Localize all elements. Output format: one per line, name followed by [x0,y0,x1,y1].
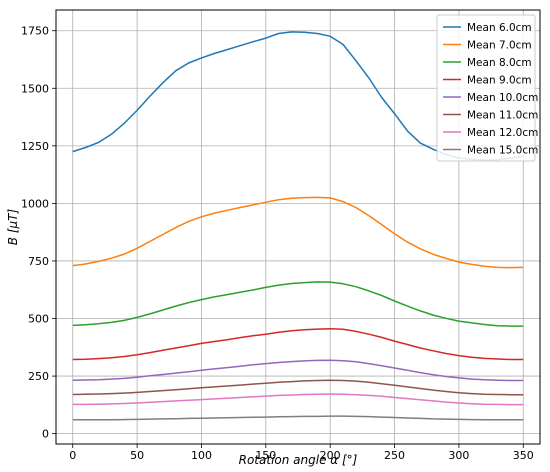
y-tick-label: 250 [28,370,49,383]
legend-box [436,14,536,162]
legend: Mean 6.0cm Mean 7.0cm Mean 8.0cm Mean 9.0cm… [436,14,538,162]
legend-label: Mean 6.0cm [467,22,532,34]
y-tick-label: 0 [42,428,49,441]
x-tick-label: 0 [69,449,76,462]
legend-label: Mean 12.0cm [467,127,538,139]
series-line-mean-7-0cm [72,196,524,269]
legend-label: Mean 9.0cm [467,75,532,87]
x-tick-label: 350 [513,449,534,462]
y-tick-label: 1250 [21,140,49,153]
legend-label: Mean 8.0cm [467,57,532,69]
x-axis-label: Rotation angle α [°] [239,453,358,467]
series-line-mean-15-0cm [72,415,524,421]
y-axis-label: B [μT] [6,208,20,245]
plot-frame [55,9,541,445]
y-tick-label: 1000 [21,197,49,210]
x-tick-label: 50 [130,449,144,462]
y-tick-label: 500 [28,313,49,326]
series-line-mean-9-0cm [72,327,524,361]
legend-label: Mean 15.0cm [467,145,538,157]
y-tick-label: 1750 [21,25,49,38]
legend-label: Mean 7.0cm [467,40,532,52]
series-line-mean-11-0cm [72,379,524,396]
x-tick-label: 300 [448,449,469,462]
legend-label: Mean 10.0cm [467,92,538,104]
x-tick-label: 100 [191,449,212,462]
series-line-mean-12-0cm [72,393,524,406]
legend-label: Mean 11.0cm [467,110,538,122]
y-tick-label: 750 [28,255,49,268]
x-tick-label: 250 [384,449,405,462]
series-line-mean-8-0cm [72,281,524,327]
x-tick-label: 150 [255,449,276,462]
series-line-mean-10-0cm [72,359,524,382]
series-lines [72,31,524,421]
axis-ticks: 0 50 100 150 200 250 300 350 0 250 500 750 1000 1250 1… [21,25,534,462]
y-tick-label: 1500 [21,82,49,95]
x-tick-label: 200 [320,449,341,462]
